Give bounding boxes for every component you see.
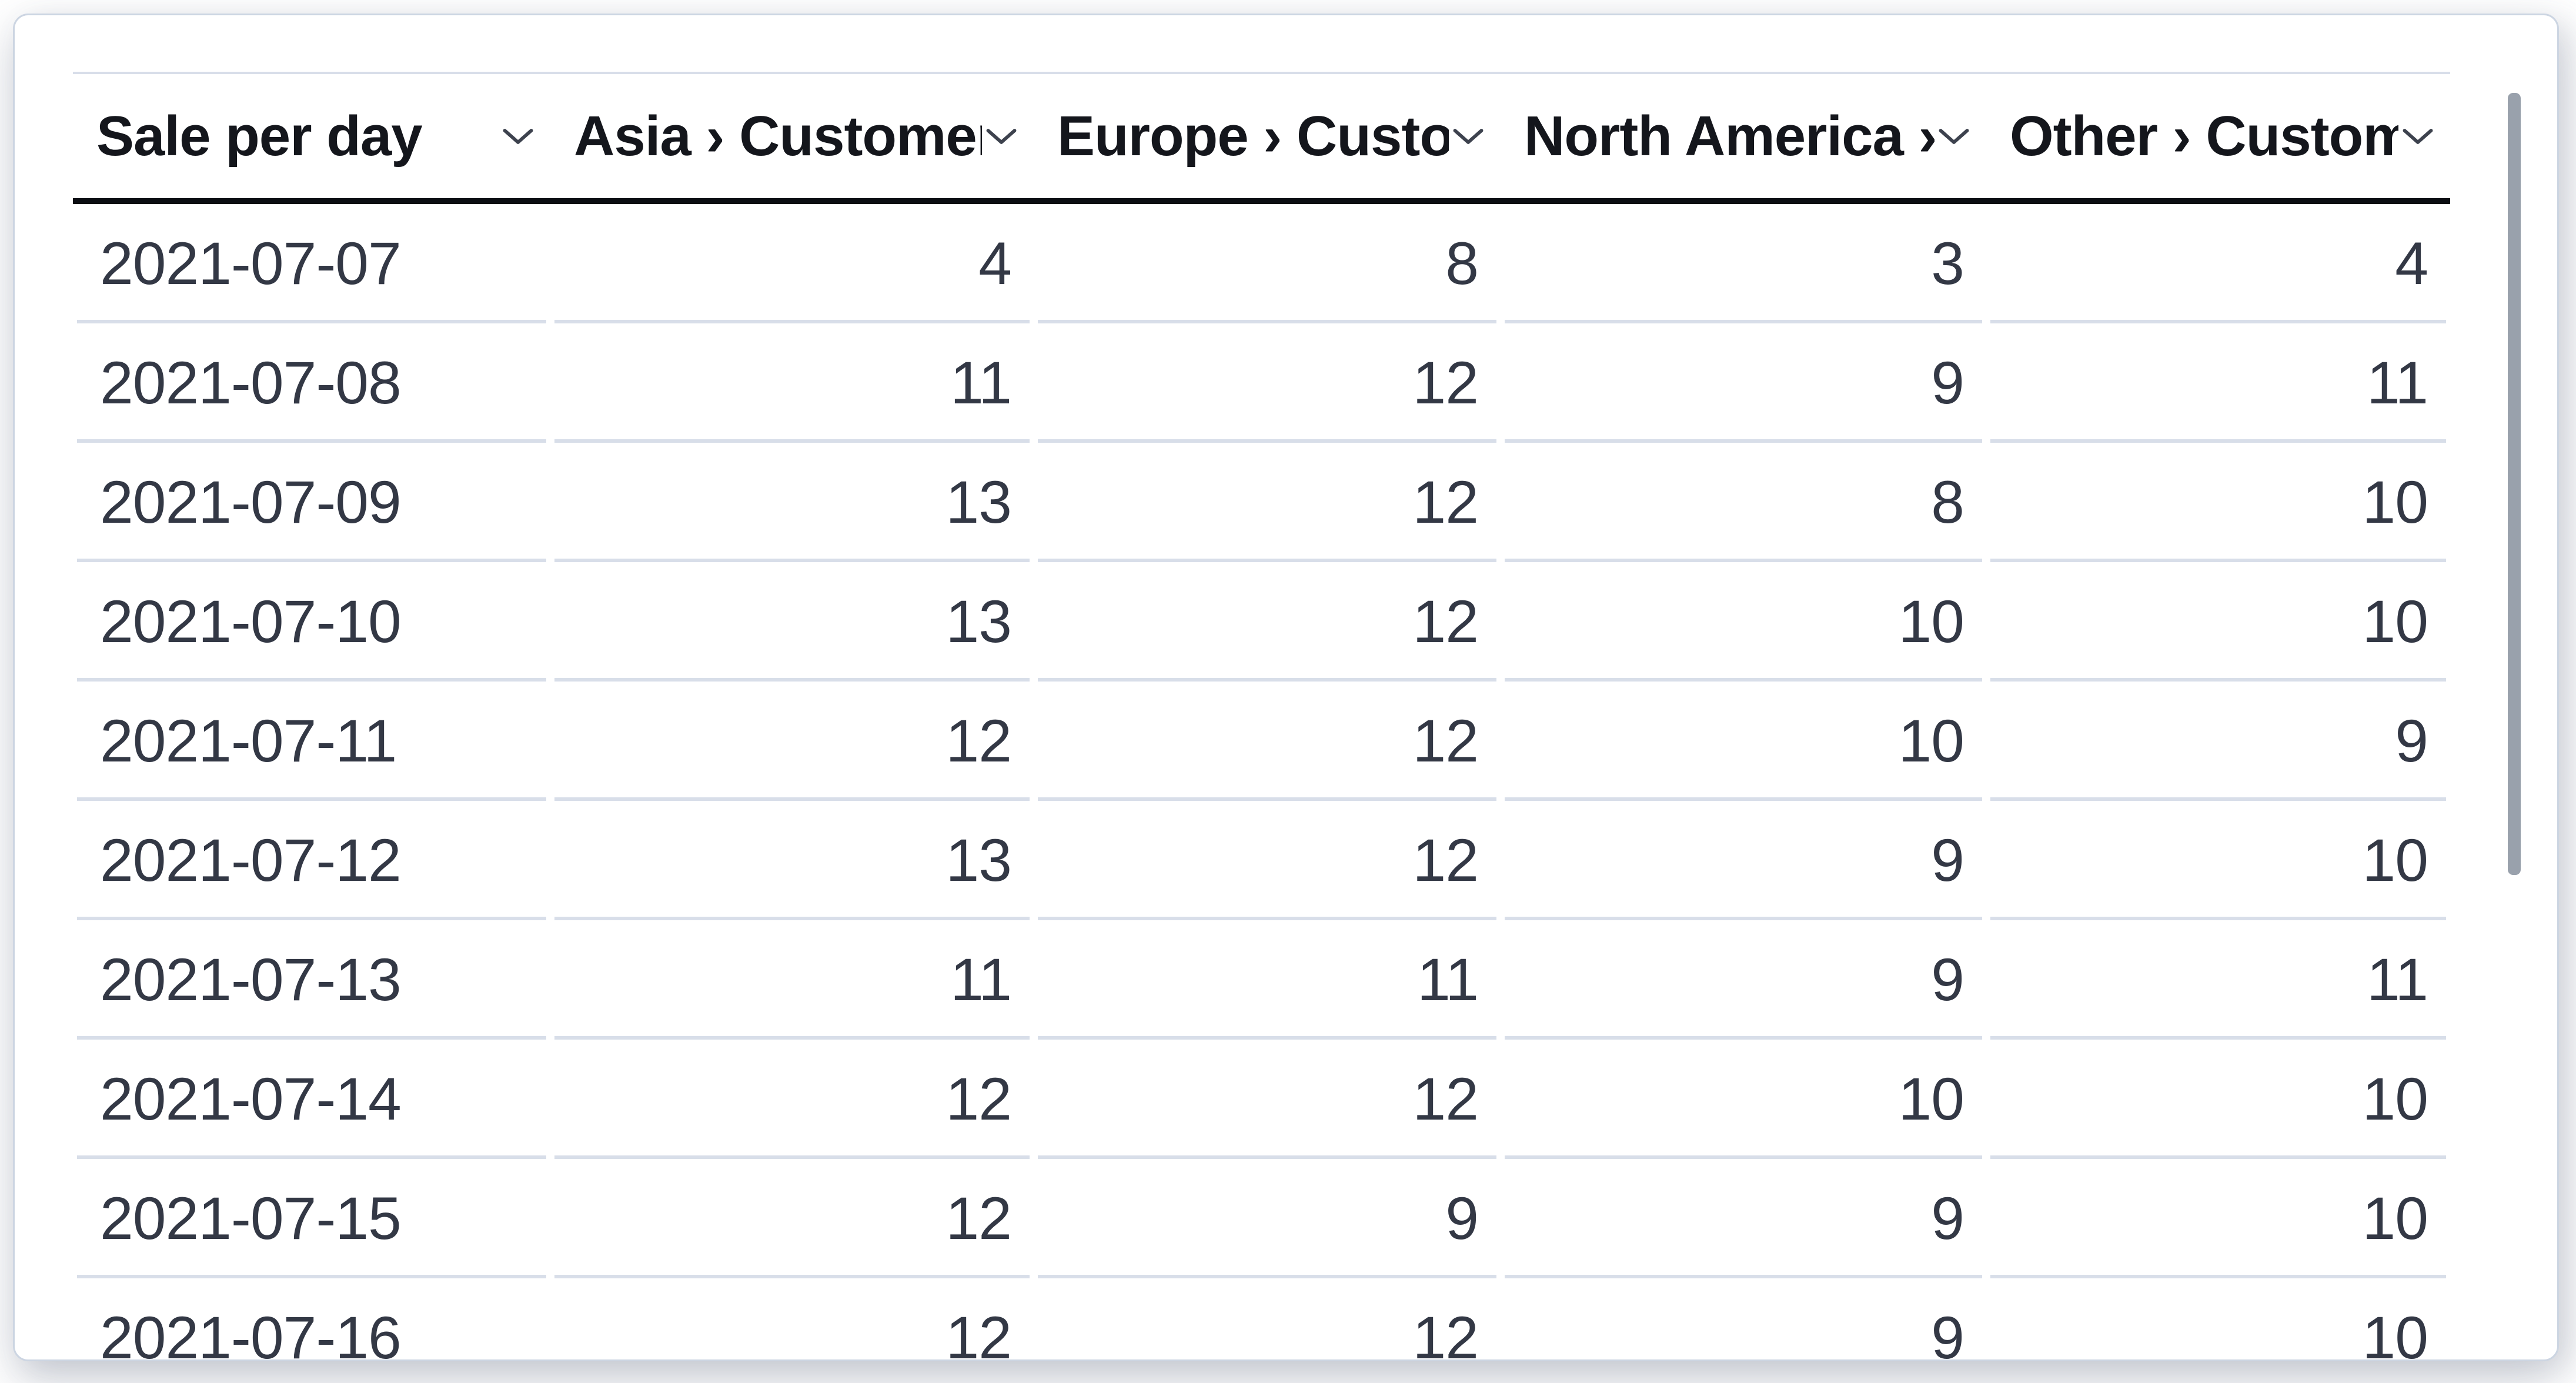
table-row: 2021-07-14 12 12 10 10 [73,1040,2450,1159]
table-header-row: Sale per day Asia › Customers Europe › C… [73,74,2450,204]
value-cell: 9 [1034,1159,1501,1278]
chevron-down-icon[interactable] [985,127,1017,146]
column-header-label: Other › Customers [2010,104,2398,168]
date-cell: 2021-07-13 [73,920,550,1040]
chevron-down-icon[interactable] [1938,127,1970,146]
value-cell: 12 [1034,1040,1501,1159]
column-header-sale-per-day[interactable]: Sale per day [73,74,550,198]
value-cell: 11 [1986,920,2450,1040]
datatable-panel: Sale per day Asia › Customers Europe › C… [13,14,2559,1361]
value-cell: 9 [1931,1304,1964,1361]
date-cell: 2021-07-14 [73,1040,550,1159]
value-cell: 11 [1034,920,1501,1040]
value-cell: 12 [1034,801,1501,920]
value-cell: 12 [1412,1304,1479,1361]
value-cell: 8 [1034,204,1501,323]
date-cell: 2021-07-15 [73,1159,550,1278]
value-cell: 9 [1501,1159,1986,1278]
date-cell: 2021-07-08 [73,323,550,443]
chevron-down-icon[interactable] [502,127,534,146]
value-cell: 4 [550,204,1034,323]
column-header-label: Sale per day [96,104,423,168]
table-row: 2021-07-13 11 11 9 11 [73,920,2450,1040]
value-cell: 8 [1501,443,1986,562]
value-cell: 10 [1501,1040,1986,1159]
value-cell: 13 [550,443,1034,562]
value-cell: 10 [2362,1304,2428,1361]
table-row: 2021-07-16 12 12 9 10 [73,1278,2450,1361]
value-cell: 12 [1034,682,1501,801]
value-cell: 9 [1501,323,1986,443]
date-cell: 2021-07-09 [73,443,550,562]
value-cell: 11 [550,920,1034,1040]
vertical-scrollbar-thumb[interactable] [2508,93,2521,875]
value-cell: 10 [1986,1159,2450,1278]
value-cell: 4 [1986,204,2450,323]
column-header-north-america-customers[interactable]: North America › Customers [1501,74,1986,198]
value-cell: 10 [1986,443,2450,562]
table-row: 2021-07-15 12 9 9 10 [73,1159,2450,1278]
column-header-europe-customers[interactable]: Europe › Customers [1034,74,1501,198]
value-cell: 12 [1034,562,1501,682]
column-header-asia-customers[interactable]: Asia › Customers [550,74,1034,198]
value-cell: 10 [1501,562,1986,682]
value-cell: 3 [1501,204,1986,323]
data-grid: Sale per day Asia › Customers Europe › C… [73,72,2450,1361]
table-body: 2021-07-07 4 8 3 4 2021-07-08 11 12 9 11… [73,204,2450,1361]
value-cell: 10 [1501,682,1986,801]
value-cell: 10 [1986,562,2450,682]
chevron-down-icon[interactable] [1452,127,1484,146]
value-cell: 12 [550,682,1034,801]
value-cell: 11 [1986,323,2450,443]
table-row: 2021-07-08 11 12 9 11 [73,323,2450,443]
value-cell: 10 [1986,1040,2450,1159]
value-cell: 13 [550,801,1034,920]
column-header-label: North America › Customers [1524,104,1934,168]
value-cell: 12 [1034,443,1501,562]
table-row: 2021-07-07 4 8 3 4 [73,204,2450,323]
value-cell: 10 [1986,801,2450,920]
table-row: 2021-07-12 13 12 9 10 [73,801,2450,920]
table-row: 2021-07-11 12 12 10 9 [73,682,2450,801]
column-header-label: Europe › Customers [1057,104,1449,168]
value-cell: 11 [550,323,1034,443]
date-cell: 2021-07-07 [73,204,550,323]
date-cell: 2021-07-10 [73,562,550,682]
value-cell: 12 [550,1040,1034,1159]
value-cell: 9 [1986,682,2450,801]
value-cell: 12 [1034,323,1501,443]
date-cell: 2021-07-11 [73,682,550,801]
column-header-label: Asia › Customers [574,104,982,168]
table-row: 2021-07-09 13 12 8 10 [73,443,2450,562]
value-cell: 9 [1501,920,1986,1040]
value-cell: 13 [550,562,1034,682]
table-row: 2021-07-10 13 12 10 10 [73,562,2450,682]
date-cell: 2021-07-12 [73,801,550,920]
date-cell: 2021-07-16 [100,1304,402,1361]
value-cell: 12 [945,1304,1012,1361]
value-cell: 9 [1501,801,1986,920]
column-header-other-customers[interactable]: Other › Customers [1986,74,2450,198]
value-cell: 12 [550,1159,1034,1278]
chevron-down-icon[interactable] [2402,127,2434,146]
